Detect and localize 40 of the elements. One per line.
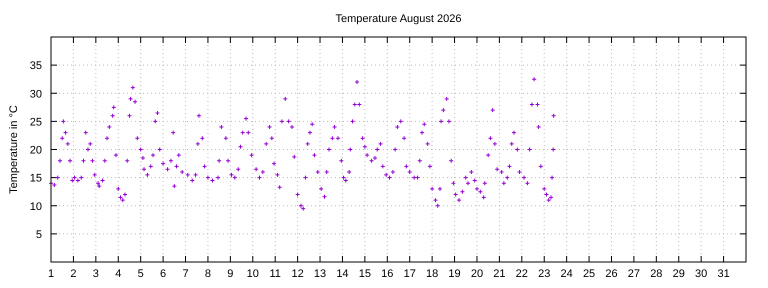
x-tick-label: 6: [160, 268, 166, 280]
x-tick-label: 15: [358, 268, 371, 280]
x-tick-label: 29: [672, 268, 685, 280]
x-tick-label: 7: [182, 268, 189, 280]
x-tick-label: 13: [314, 268, 326, 280]
x-tick-label: 9: [227, 268, 234, 280]
y-tick-label: 20: [30, 144, 42, 156]
x-tick-label: 5: [138, 268, 144, 280]
x-tick-label: 24: [560, 268, 573, 280]
y-axis-title: Temperature in °C: [8, 105, 20, 194]
x-tick-label: 19: [448, 268, 461, 280]
x-tick-label: 10: [246, 268, 259, 280]
x-tick-label: 28: [650, 268, 662, 280]
y-tick-label: 5: [36, 228, 42, 241]
x-tick-label: 3: [92, 268, 99, 280]
y-tick-label: 10: [30, 200, 42, 213]
x-tick-label: 22: [516, 268, 528, 280]
y-tick-label: 15: [30, 172, 42, 185]
y-tick-label: 30: [30, 88, 42, 100]
x-tick-label: 4: [115, 268, 122, 280]
x-tick-label: 18: [426, 268, 438, 280]
x-tick-label: 1: [48, 268, 54, 280]
x-tick-label: 14: [336, 268, 349, 280]
x-tick-label: 27: [628, 268, 640, 280]
y-tick-label: 35: [30, 60, 42, 72]
x-tick-label: 25: [582, 268, 596, 280]
x-tick-label: 16: [381, 268, 394, 280]
x-tick-label: 26: [605, 268, 618, 280]
x-tick-label: 8: [204, 268, 211, 280]
chart-title: Temperature August 2026: [336, 13, 462, 25]
x-tick-label: 12: [291, 268, 304, 280]
x-tick-label: 31: [717, 268, 730, 280]
x-tick-label: 11: [269, 268, 281, 280]
x-tick-label: 21: [493, 268, 506, 280]
x-tick-label: 2: [70, 268, 76, 280]
x-tick-label: 30: [695, 268, 708, 280]
x-tick-label: 20: [470, 268, 484, 280]
y-tick-label: 25: [30, 116, 42, 128]
x-tick-label: 17: [404, 268, 416, 280]
x-tick-label: 23: [538, 268, 550, 280]
